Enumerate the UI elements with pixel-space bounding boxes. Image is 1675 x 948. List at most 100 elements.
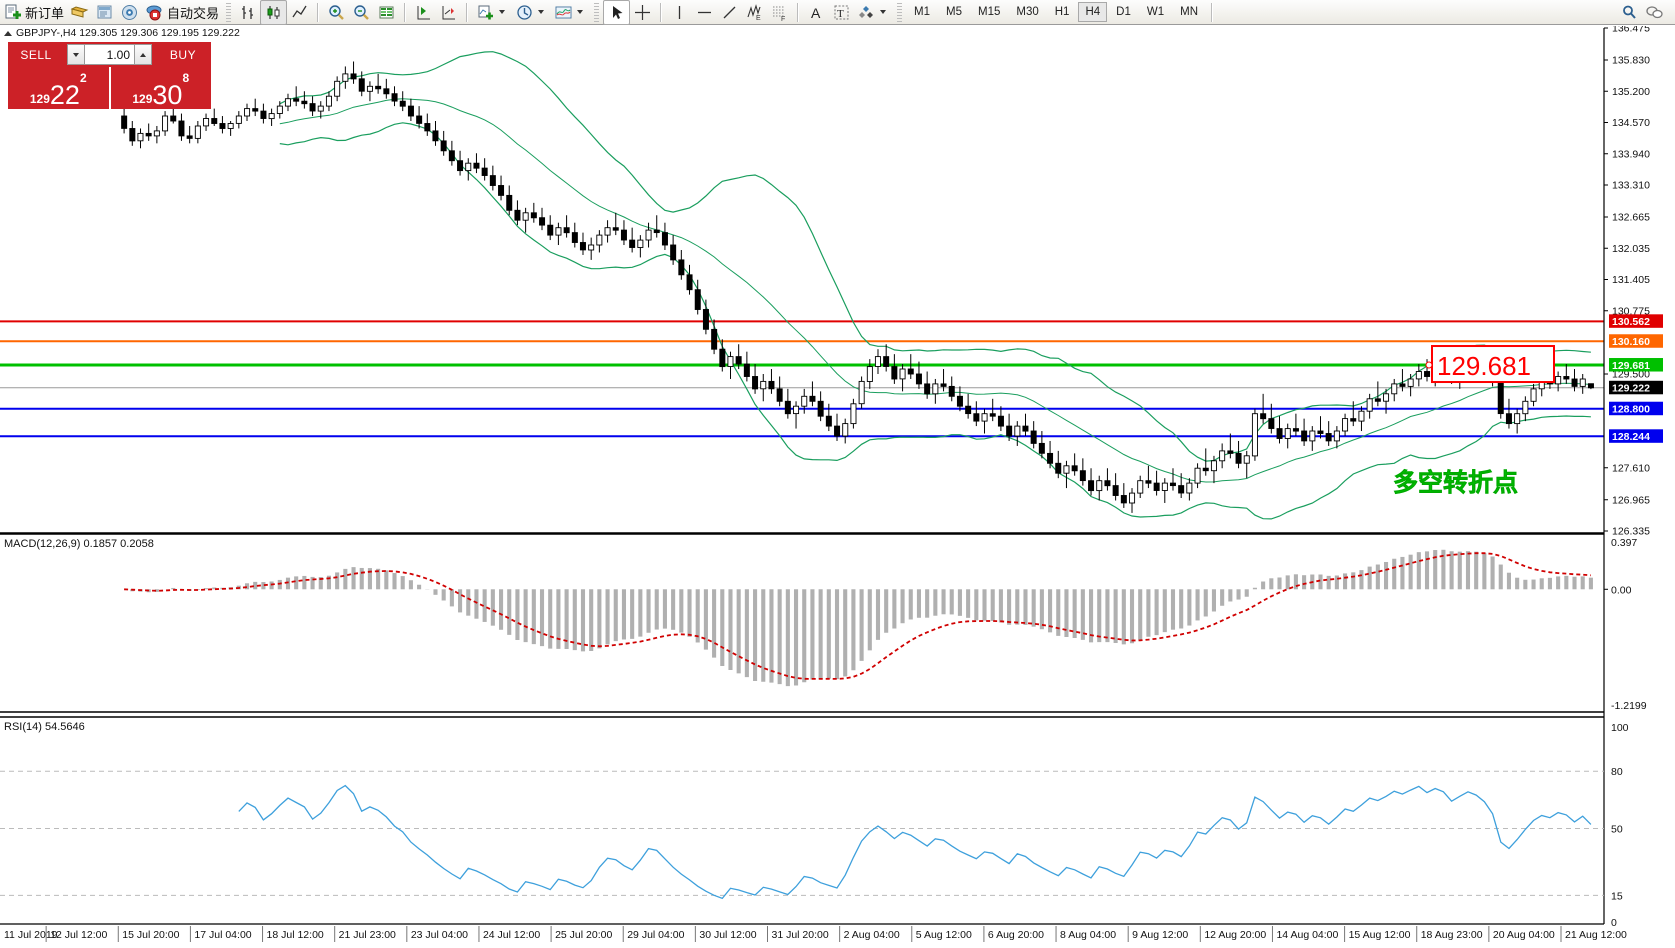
chevron-down-icon[interactable] [538, 10, 545, 14]
elliott-wave-button[interactable]: E [742, 1, 767, 24]
time-axis-label: 29 Jul 04:00 [627, 929, 684, 941]
volume-decrease-button[interactable] [67, 44, 85, 65]
search-button[interactable] [1617, 1, 1642, 24]
rsi-axis-label: 100 [1611, 722, 1629, 734]
data-window-button[interactable] [67, 1, 92, 24]
toolbar-separator-1 [317, 2, 320, 22]
bar-chart-button[interactable] [235, 1, 260, 24]
candle-body [1309, 430, 1316, 442]
auto-scroll-icon [414, 3, 433, 22]
toolbar-separator-2 [404, 2, 407, 22]
candle-body [1096, 480, 1103, 492]
zoom-out-button[interactable] [349, 1, 374, 24]
candle-body [1350, 418, 1357, 422]
candle-body [522, 212, 529, 221]
add-indicator-button[interactable] [473, 1, 512, 24]
timeframe-m1[interactable]: M1 [914, 6, 931, 18]
timeframe-w1[interactable]: W1 [1146, 6, 1165, 18]
candle-body [571, 232, 578, 243]
rsi-label: RSI(14) 54.5646 [4, 721, 85, 733]
candle-body [194, 125, 201, 139]
toolbar-grip-3[interactable] [897, 2, 903, 22]
candle-body [358, 78, 365, 92]
chat-button[interactable] [1642, 1, 1667, 24]
price-badge-label: 128.800 [1612, 404, 1650, 416]
zoom-in-button[interactable] [324, 1, 349, 24]
timeframe-h4[interactable]: H4 [1078, 2, 1108, 22]
candlestick-button[interactable] [260, 0, 288, 25]
time-axis-label: 18 Jul 12:00 [267, 929, 324, 941]
candle-body [1251, 413, 1258, 457]
text-button[interactable]: A [804, 1, 829, 24]
rsi-axis-label: 15 [1611, 890, 1623, 902]
add-indicator-icon [476, 3, 495, 22]
timeframe-m5[interactable]: M5 [946, 6, 962, 18]
periods-button[interactable] [512, 1, 551, 24]
candle-body [325, 95, 332, 107]
metaeditor-icon [120, 3, 139, 22]
buy-button[interactable]: BUY [155, 42, 211, 67]
candle-body [309, 103, 316, 112]
grid-button[interactable] [374, 1, 399, 24]
buy-price[interactable]: 129 30 8 [110, 67, 211, 109]
shapes-button[interactable] [854, 1, 893, 24]
toolbar-grip-2[interactable] [594, 2, 600, 22]
candle-body [334, 80, 341, 97]
volume-input[interactable]: 1.00 [85, 44, 134, 65]
chart-shift-icon [439, 3, 458, 22]
vertical-line-button[interactable] [667, 1, 692, 24]
candle-body [244, 108, 251, 117]
fibonacci-button[interactable]: F [767, 1, 792, 24]
timeframe-d1[interactable]: D1 [1116, 6, 1131, 18]
trendline-button[interactable] [717, 1, 742, 24]
chart-svg: 136.475 135.830 135.200 134.570 133.940 133.3… [0, 26, 1663, 942]
candle-body [1374, 398, 1381, 402]
cursor-button[interactable] [603, 0, 631, 25]
oct-top-row: SELL 1.00 BUY [8, 42, 211, 67]
chevron-up-icon [140, 52, 146, 57]
label-button[interactable]: T [829, 1, 854, 24]
candle-body [547, 224, 554, 236]
new-order-button[interactable]: 新订单 [0, 1, 67, 24]
candle-body [965, 405, 972, 415]
price-axis-label: 136.475 [1612, 26, 1650, 35]
chevron-down-icon[interactable] [499, 10, 506, 14]
collapse-triangle-icon[interactable] [4, 30, 12, 36]
candle-body [424, 123, 431, 132]
line-chart-button[interactable] [287, 1, 312, 24]
price-axis-label: 127.610 [1612, 462, 1650, 474]
chevron-down-icon[interactable] [577, 10, 584, 14]
horizontal-line-button[interactable] [692, 1, 717, 24]
timeframe-h1[interactable]: H1 [1054, 6, 1070, 18]
auto-trading-button[interactable]: 自动交易 [142, 1, 222, 24]
sell-button[interactable]: SELL [8, 42, 64, 67]
candle-body [399, 100, 406, 107]
templates-button[interactable] [551, 1, 590, 24]
candle-body [768, 380, 775, 390]
sell-price[interactable]: 129 22 2 [8, 67, 109, 109]
chart-note-label: 多空转折点 [1393, 468, 1518, 497]
price-axis-label: 126.965 [1612, 494, 1650, 506]
metaeditor-button[interactable] [117, 1, 142, 24]
candle-body [1587, 383, 1594, 389]
navigator-button[interactable] [92, 1, 117, 24]
candle-body [1235, 452, 1242, 464]
chevron-down-icon[interactable] [880, 10, 887, 14]
timeframe-m30[interactable]: M30 [1016, 6, 1039, 18]
chart-shift-button[interactable] [436, 1, 461, 24]
timeframe-mn[interactable]: MN [1180, 6, 1198, 18]
volume-increase-button[interactable] [134, 44, 152, 65]
candle-body [178, 120, 185, 137]
crosshair-button[interactable] [630, 1, 655, 24]
candle-body [252, 108, 259, 112]
timeframe-m15[interactable]: M15 [978, 6, 1001, 18]
horizontal-line-icon [695, 3, 714, 22]
candle-body [1358, 410, 1365, 422]
chart-canvas[interactable]: 136.475 135.830 135.200 134.570 133.940 133.3… [0, 26, 1675, 948]
price-badge-label: 130.562 [1612, 316, 1650, 328]
candle-body [1079, 470, 1086, 482]
candle-body [907, 368, 914, 375]
toolbar-grip[interactable] [226, 2, 232, 22]
bollinger-band [279, 122, 1591, 520]
auto-scroll-button[interactable] [411, 1, 436, 24]
